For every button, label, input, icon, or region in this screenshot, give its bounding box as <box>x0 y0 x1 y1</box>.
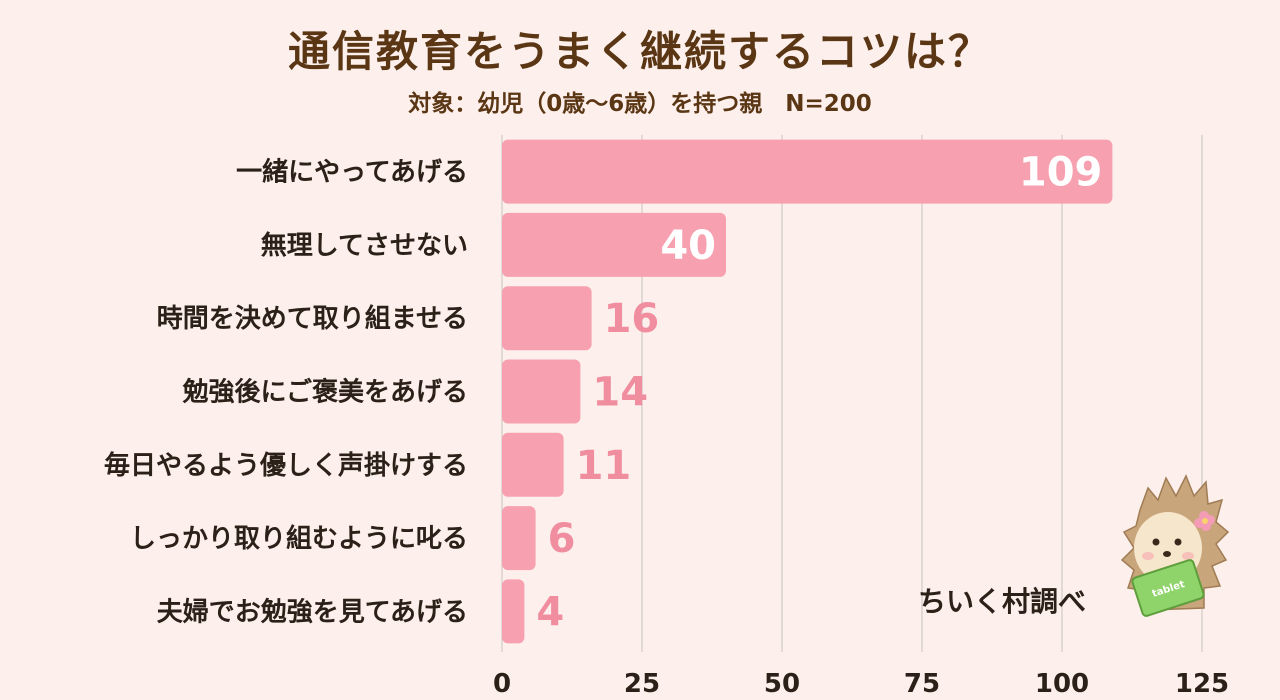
hedgehog-mascot-icon: tablet <box>1120 474 1230 617</box>
x-tick-label: 50 <box>764 669 800 699</box>
value-label: 11 <box>576 443 632 489</box>
value-label: 16 <box>604 296 660 342</box>
category-label: 一緒にやってあげる <box>236 157 468 188</box>
x-tick-label: 100 <box>1035 669 1089 699</box>
x-tick-label: 25 <box>624 669 660 699</box>
category-label: 毎日やるよう優しく声掛けする <box>104 451 468 481</box>
bar <box>502 506 536 571</box>
bar <box>502 286 592 351</box>
value-label: 4 <box>536 589 564 635</box>
value-label: 14 <box>592 370 648 416</box>
category-label: 勉強後にご褒美をあげる <box>182 377 468 408</box>
value-label: 109 <box>1019 150 1103 196</box>
bar <box>502 139 1113 204</box>
chart-title: 通信教育をうまく継続するコツは？ <box>287 27 992 76</box>
chart-subtitle: 対象：幼児（0歳〜6歳）を持つ親 N=200 <box>408 91 872 117</box>
category-label: 時間を決めて取り組ませる <box>157 303 468 334</box>
category-label: 無理してさせない <box>261 231 468 261</box>
bar <box>502 212 726 277</box>
category-label: 夫婦でお勉強を見てあげる <box>157 597 468 627</box>
bar <box>502 579 525 644</box>
category-label: しっかり取り組むように叱る <box>130 523 468 554</box>
x-tick-label: 75 <box>904 669 940 699</box>
bar <box>502 359 581 424</box>
source-credit: ちいく村調べ <box>918 585 1087 618</box>
x-tick-label: 125 <box>1175 669 1229 699</box>
bar <box>502 432 564 497</box>
category-labels: 一緒にやってあげる無理してさせない時間を決めて取り組ませる勉強後にご褒美をあげる… <box>104 157 468 628</box>
value-label: 6 <box>548 516 576 562</box>
x-axis-ticks: 0 25 50 75 100 125 <box>493 669 1229 699</box>
bars <box>502 139 1113 644</box>
x-tick-label: 0 <box>493 669 511 699</box>
value-label: 40 <box>660 223 716 269</box>
